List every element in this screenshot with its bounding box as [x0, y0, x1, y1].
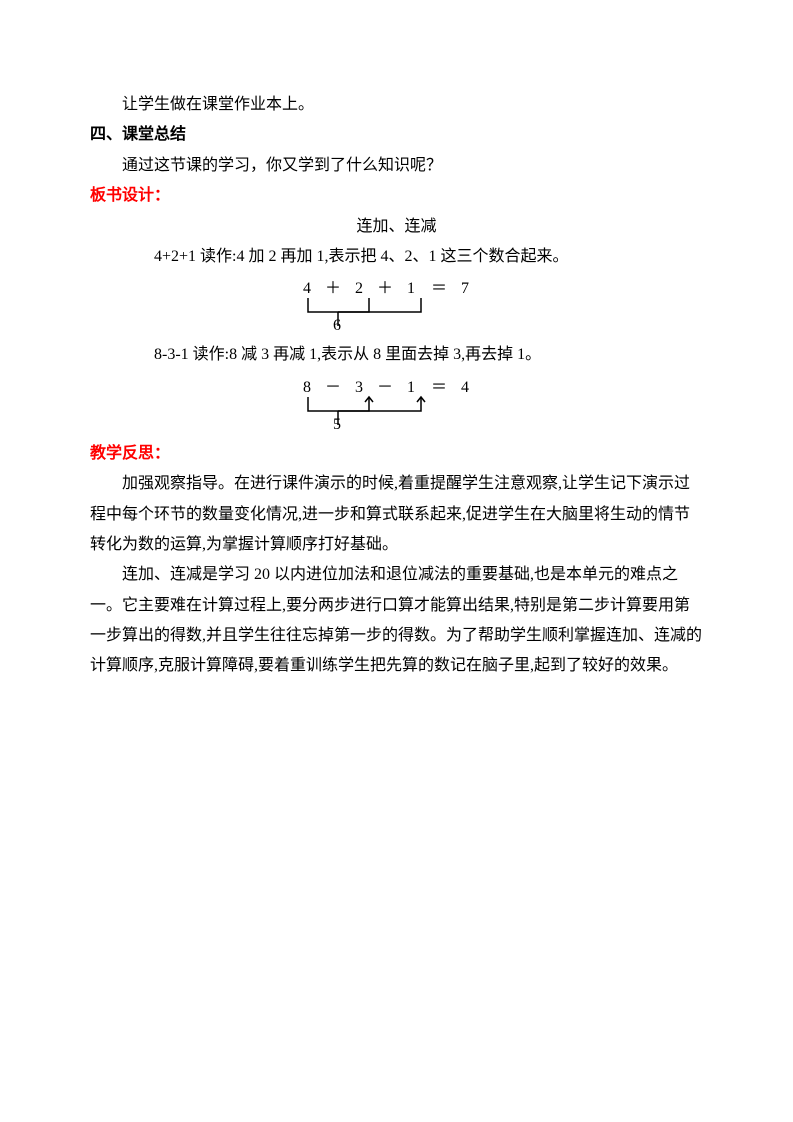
- board-heading: 连加、连减: [90, 212, 703, 242]
- reflection-p1: 加强观察指导。在进行课件演示的时候,着重提醒学生注意观察,让学生记下演示过程中每…: [90, 469, 703, 560]
- diagram-1: 4 ＋ 2 ＋ 1 ＝ 7 6: [297, 276, 497, 332]
- d2-result: 4: [461, 379, 469, 396]
- d1-eq: ＝: [431, 280, 447, 297]
- d1-op1: ＋: [325, 280, 341, 297]
- d2-op2: －: [377, 379, 393, 396]
- diagram-2-svg: 8 － 3 － 1 ＝ 4 5: [297, 375, 497, 431]
- reflection-title: 教学反思：: [90, 439, 703, 469]
- d2-n3: 1: [407, 379, 415, 396]
- d1-n2: 2: [355, 280, 363, 297]
- d2-mid: 5: [333, 416, 341, 431]
- section-4-body: 通过这节课的学习，你又学到了什么知识呢？: [90, 151, 703, 181]
- d1-n1: 4: [303, 280, 311, 297]
- document-body: 让学生做在课堂作业本上。 四、课堂总结 通过这节课的学习，你又学到了什么知识呢？…: [90, 90, 703, 682]
- board-design-title: 板书设计：: [90, 181, 703, 211]
- d1-result: 7: [461, 280, 469, 297]
- d2-n1: 8: [303, 379, 311, 396]
- d1-n3: 1: [407, 280, 415, 297]
- board-line-2: 8-3-1 读作:8 减 3 再减 1,表示从 8 里面去掉 3,再去掉 1。: [122, 340, 703, 370]
- d2-eq: ＝: [431, 379, 447, 396]
- diagram-1-wrap: 4 ＋ 2 ＋ 1 ＝ 7 6: [90, 276, 703, 332]
- d2-n2: 3: [355, 379, 363, 396]
- d1-op2: ＋: [377, 280, 393, 297]
- section-4-title: 四、课堂总结: [90, 120, 703, 150]
- reflection-p2: 连加、连减是学习 20 以内进位加法和退位减法的重要基础,也是本单元的难点之一。…: [90, 560, 703, 682]
- diagram-1-svg: 4 ＋ 2 ＋ 1 ＝ 7 6: [297, 276, 497, 332]
- board-line-1: 4+2+1 读作:4 加 2 再加 1,表示把 4、2、1 这三个数合起来。: [122, 242, 703, 272]
- d2-op1: －: [325, 379, 341, 396]
- d1-mid: 6: [333, 317, 341, 332]
- diagram-2-wrap: 8 － 3 － 1 ＝ 4 5: [90, 375, 703, 431]
- diagram-2: 8 － 3 － 1 ＝ 4 5: [297, 375, 497, 431]
- line-1: 让学生做在课堂作业本上。: [90, 90, 703, 120]
